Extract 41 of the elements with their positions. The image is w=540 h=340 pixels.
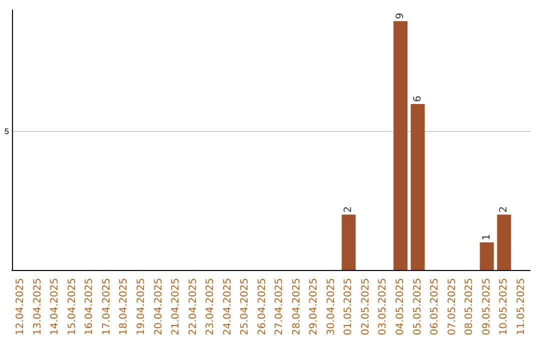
- bar: [342, 214, 356, 270]
- x-tick-label: 10.05.2025: [498, 278, 510, 336]
- x-tick-label: 08.05.2025: [464, 278, 476, 336]
- x-tick-label: 15.04.2025: [66, 278, 78, 336]
- x-tick-label: 19.04.2025: [136, 278, 147, 336]
- x-tick-label: 14.04.2025: [50, 278, 61, 336]
- x-tick-label: 30.04.2025: [326, 278, 337, 336]
- x-tick-label: 13.04.2025: [32, 278, 44, 336]
- data-label: 1: [481, 234, 492, 240]
- x-tick-label: 16.04.2025: [84, 278, 96, 336]
- x-tick-label: 20.04.2025: [153, 278, 164, 336]
- x-tick-label: 25.04.2025: [240, 278, 251, 336]
- x-tick-label: 05.05.2025: [412, 278, 424, 336]
- x-tick-label: 24.04.2025: [222, 278, 234, 336]
- x-tick-label: 01.05.2025: [343, 278, 354, 336]
- x-tick-label: 11.05.2025: [516, 278, 527, 336]
- data-label: 9: [395, 12, 406, 20]
- x-tick-label: 03.05.2025: [378, 278, 389, 336]
- data-label: 2: [343, 206, 354, 213]
- data-label: 6: [412, 96, 424, 102]
- x-tick-label: 06.05.2025: [430, 278, 441, 336]
- y-tick-label: 5: [4, 127, 10, 136]
- bar: [497, 214, 512, 270]
- x-tick-label: 17.04.2025: [101, 278, 112, 336]
- x-tick-label: 26.04.2025: [256, 278, 268, 336]
- x-tick-label: 23.04.2025: [205, 278, 216, 336]
- x-tick-label: 04.05.2025: [395, 278, 406, 336]
- x-tick-label: 02.05.2025: [360, 278, 372, 336]
- x-tick-label: 29.04.2025: [308, 278, 320, 336]
- bar: [410, 104, 425, 270]
- x-tick-label: 09.05.2025: [481, 278, 492, 336]
- bar: [394, 21, 408, 270]
- x-tick-label: 27.04.2025: [274, 278, 286, 336]
- data-label: 2: [498, 206, 510, 213]
- x-tick-label: 28.04.2025: [291, 278, 302, 336]
- x-tick-label: 22.04.2025: [188, 278, 199, 336]
- x-tick-label: 18.04.2025: [118, 278, 130, 336]
- x-tick-label: 07.05.2025: [446, 278, 458, 336]
- bar: [480, 242, 494, 270]
- x-tick-label: 12.04.2025: [15, 278, 26, 336]
- x-tick-label: 21.04.2025: [170, 278, 182, 336]
